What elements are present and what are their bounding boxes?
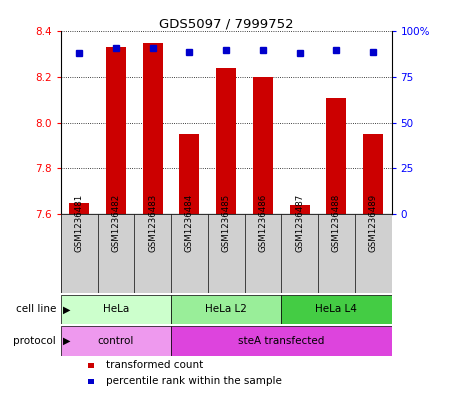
Text: percentile rank within the sample: percentile rank within the sample <box>106 376 282 386</box>
Text: GSM1236485: GSM1236485 <box>221 194 230 252</box>
Text: GSM1236483: GSM1236483 <box>148 194 157 252</box>
Text: GSM1236487: GSM1236487 <box>295 194 304 252</box>
Bar <box>363 134 383 214</box>
Bar <box>61 214 98 293</box>
Bar <box>98 214 134 293</box>
Text: cell line: cell line <box>16 305 56 314</box>
Bar <box>289 205 310 214</box>
Text: protocol: protocol <box>14 336 56 346</box>
Title: GDS5097 / 7999752: GDS5097 / 7999752 <box>159 17 293 30</box>
Bar <box>281 214 318 293</box>
Bar <box>326 98 346 214</box>
Text: GSM1236489: GSM1236489 <box>369 194 378 252</box>
Bar <box>143 43 163 214</box>
Text: HeLa: HeLa <box>103 305 129 314</box>
Bar <box>355 214 392 293</box>
Bar <box>171 326 392 356</box>
Bar <box>61 295 171 324</box>
Text: GSM1236481: GSM1236481 <box>75 194 84 252</box>
Text: steA transfected: steA transfected <box>238 336 324 346</box>
Bar <box>216 68 236 214</box>
Text: control: control <box>98 336 134 346</box>
Text: GSM1236484: GSM1236484 <box>185 194 194 252</box>
Text: HeLa L2: HeLa L2 <box>205 305 247 314</box>
Text: GSM1236482: GSM1236482 <box>112 194 121 252</box>
Bar <box>208 214 244 293</box>
Bar <box>244 214 281 293</box>
Text: HeLa L4: HeLa L4 <box>315 305 357 314</box>
Bar <box>69 203 89 214</box>
Bar <box>253 77 273 214</box>
Text: GSM1236486: GSM1236486 <box>258 194 267 252</box>
Bar <box>171 295 281 324</box>
Text: GSM1236488: GSM1236488 <box>332 194 341 252</box>
Text: ▶: ▶ <box>63 336 71 346</box>
Bar <box>281 295 392 324</box>
Bar <box>106 48 126 214</box>
Bar <box>61 326 171 356</box>
Text: transformed count: transformed count <box>106 360 203 371</box>
Bar <box>179 134 199 214</box>
Text: ▶: ▶ <box>63 305 71 314</box>
Bar <box>134 214 171 293</box>
Bar <box>171 214 208 293</box>
Bar <box>318 214 355 293</box>
